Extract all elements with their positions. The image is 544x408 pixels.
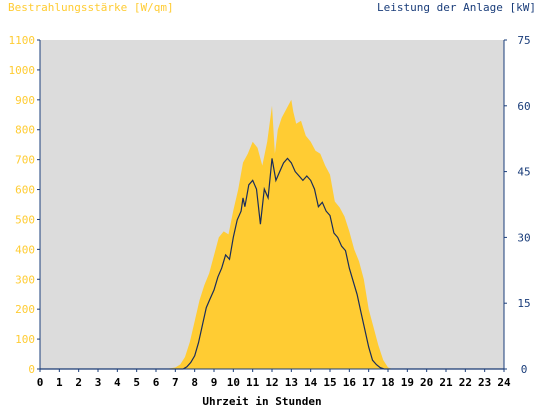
left-tick-label: 600 <box>15 184 35 197</box>
left-tick-label: 400 <box>15 243 35 256</box>
right-tick-label: 45 <box>517 166 530 179</box>
left-tick-label: 500 <box>15 213 35 226</box>
x-tick-label: 23 <box>478 376 491 389</box>
left-tick-label: 100 <box>15 333 35 346</box>
left-tick-label: 900 <box>15 94 35 107</box>
left-tick-label: 200 <box>15 303 35 316</box>
left-tick-label: 1100 <box>9 34 36 47</box>
x-tick-label: 22 <box>459 376 472 389</box>
x-tick-label: 17 <box>362 376 375 389</box>
right-axis-title: Leistung der Anlage [kW] <box>377 1 536 14</box>
x-tick-label: 9 <box>211 376 218 389</box>
left-tick-label: 0 <box>28 363 35 376</box>
x-tick-label: 5 <box>133 376 140 389</box>
right-tick-label: 75 <box>517 34 530 47</box>
x-axis-title: Uhrzeit in Stunden <box>202 395 321 408</box>
x-tick-label: 18 <box>381 376 394 389</box>
x-tick-label: 13 <box>285 376 298 389</box>
axis-layer: 0100200300400500600700800900100011000153… <box>9 34 531 389</box>
x-tick-label: 12 <box>265 376 278 389</box>
right-tick-label: 0 <box>521 363 528 376</box>
x-tick-label: 3 <box>95 376 102 389</box>
x-tick-label: 10 <box>227 376 240 389</box>
left-tick-label: 800 <box>15 124 35 137</box>
x-tick-label: 0 <box>37 376 44 389</box>
series-layer <box>40 99 504 370</box>
x-tick-label: 2 <box>75 376 82 389</box>
x-tick-label: 6 <box>153 376 160 389</box>
right-tick-label: 60 <box>517 100 530 113</box>
left-tick-label: 1000 <box>9 64 36 77</box>
left-axis-title: Bestrahlungsstärke [W/qm] <box>8 1 174 14</box>
left-tick-label: 300 <box>15 273 35 286</box>
x-tick-label: 4 <box>114 376 121 389</box>
x-tick-label: 19 <box>401 376 414 389</box>
right-tick-label: 30 <box>517 231 530 244</box>
x-tick-label: 14 <box>304 376 318 389</box>
x-tick-label: 20 <box>420 376 433 389</box>
power-line <box>40 157 504 370</box>
x-tick-label: 11 <box>246 376 260 389</box>
right-tick-label: 15 <box>517 297 530 310</box>
x-tick-label: 7 <box>172 376 179 389</box>
left-tick-label: 700 <box>15 154 35 167</box>
x-tick-label: 21 <box>439 376 453 389</box>
x-tick-label: 24 <box>497 376 511 389</box>
x-tick-label: 1 <box>56 376 63 389</box>
x-tick-label: 16 <box>343 376 357 389</box>
irradiance-area <box>40 99 504 370</box>
x-tick-label: 15 <box>323 376 336 389</box>
x-tick-label: 8 <box>191 376 198 389</box>
